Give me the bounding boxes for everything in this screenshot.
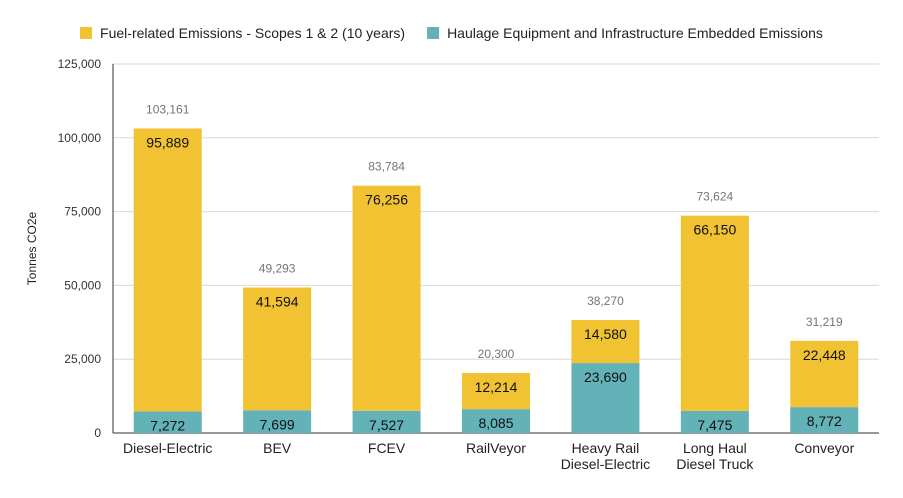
x-tick-label: Diesel-Electric [123, 440, 212, 456]
bar-value-label: 8,772 [807, 413, 842, 429]
x-tick-label: Heavy Rail [572, 440, 640, 456]
x-tick-label: Diesel-Electric [561, 456, 650, 472]
bar-value-label: 7,699 [260, 416, 295, 432]
bar-segment-embedded [571, 363, 640, 433]
bar-value-label: 22,448 [803, 347, 846, 363]
y-tick-label: 25,000 [64, 352, 101, 366]
bar-segment-embedded [352, 410, 421, 433]
bar-segment-embedded [680, 410, 749, 433]
bar-value-label: 7,475 [697, 417, 732, 433]
legend-label: Haulage Equipment and Infrastructure Emb… [447, 25, 823, 41]
bar-total-label: 31,219 [806, 315, 843, 329]
x-tick-label: Long Haul [683, 440, 747, 456]
bar-value-label: 12,214 [475, 379, 518, 395]
legend-swatch [427, 27, 440, 39]
y-tick-label: 75,000 [64, 205, 101, 219]
bars: 7,272 95,889 103,161 7,699 41,594 49,293 7,527… [133, 102, 859, 434]
bar-segment-embedded [243, 410, 312, 433]
bar-total-label: 38,270 [587, 294, 624, 308]
x-tick-label: Conveyor [794, 440, 854, 456]
bar-segment-fuel [571, 320, 640, 364]
y-tick-label: 0 [94, 426, 101, 440]
bar-value-label: 8,085 [478, 415, 513, 431]
y-tick-label: 125,000 [58, 57, 102, 71]
x-axis: Diesel-Electric BEV FCEV RailVeyor Heavy Rai… [123, 440, 855, 472]
bar-segment-embedded [790, 407, 859, 433]
bar-segment-fuel [133, 128, 202, 412]
bar-segment-fuel [243, 287, 312, 411]
bar-segment-fuel [352, 185, 421, 411]
bar-total-label: 20,300 [478, 347, 515, 361]
bar-value-label: 7,272 [150, 418, 185, 434]
bar-value-label: 76,256 [365, 192, 408, 208]
bar-segment-embedded [133, 411, 202, 433]
y-axis-label: Tonnes CO2e [25, 211, 39, 285]
bar-segment-fuel [680, 215, 749, 411]
bar-segment-fuel [790, 340, 859, 408]
y-tick-label: 50,000 [64, 278, 101, 292]
bar-value-label: 23,690 [584, 369, 627, 385]
x-tick-label: Diesel Truck [676, 456, 754, 472]
x-tick-label: FCEV [368, 440, 406, 456]
bar-total-label: 49,293 [259, 261, 296, 275]
y-tick-label: 100,000 [58, 131, 102, 145]
bar-total-label: 73,624 [697, 190, 734, 204]
bar-value-label: 66,150 [693, 222, 736, 238]
gridlines [112, 63, 879, 434]
y-axis: 0 25,000 50,000 75,000 100,000 125,000 [58, 57, 102, 440]
bar-segment-embedded [462, 409, 530, 433]
x-tick-label: BEV [263, 440, 292, 456]
bar-value-label: 7,527 [369, 417, 404, 433]
legend-label: Fuel-related Emissions - Scopes 1 & 2 (1… [100, 25, 405, 41]
legend: Fuel-related Emissions - Scopes 1 & 2 (1… [80, 25, 823, 41]
bar-value-label: 41,594 [256, 293, 299, 309]
bar-total-label: 83,784 [368, 160, 405, 174]
bar-value-label: 14,580 [584, 326, 627, 342]
legend-swatch [80, 27, 93, 39]
x-tick-label: RailVeyor [466, 440, 526, 456]
bar-value-label: 95,889 [146, 134, 189, 150]
bar-total-label: 103,161 [146, 102, 190, 116]
bar-segment-fuel [462, 373, 530, 410]
